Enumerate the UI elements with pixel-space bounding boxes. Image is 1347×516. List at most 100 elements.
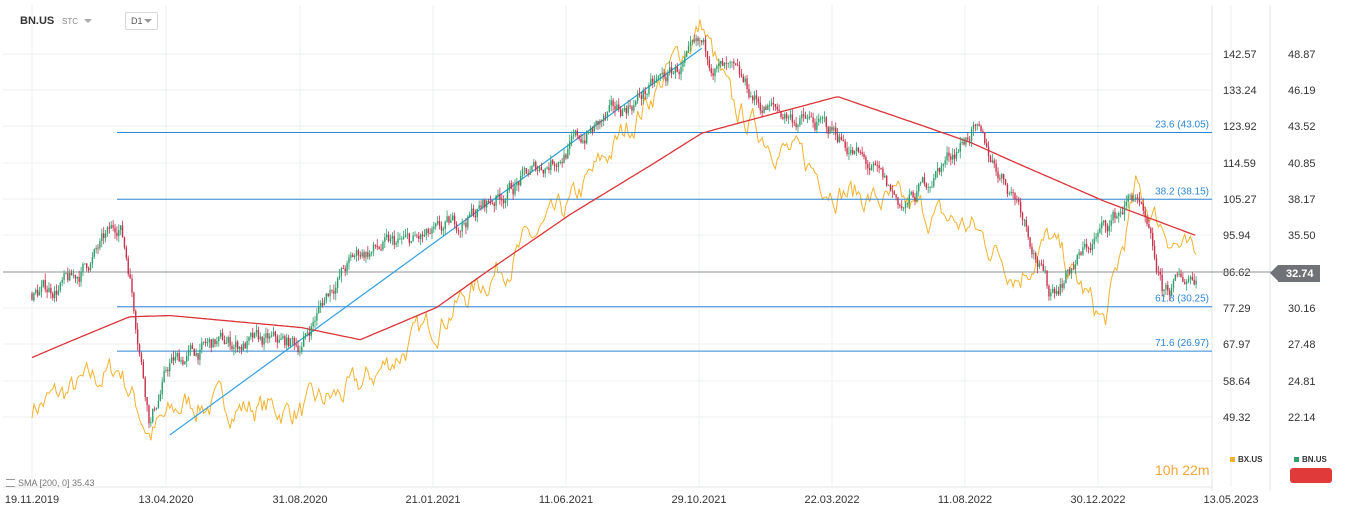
- candle: [50, 283, 52, 299]
- candle: [902, 206, 905, 212]
- candle: [80, 266, 82, 287]
- legend-bn[interactable]: BN.US: [1294, 455, 1327, 464]
- legend-bx[interactable]: BX.US: [1230, 455, 1262, 464]
- candle: [738, 61, 741, 79]
- candle: [787, 115, 790, 124]
- candle: [872, 161, 875, 172]
- candle: [925, 182, 927, 190]
- candle: [478, 200, 480, 209]
- candle: [104, 229, 107, 243]
- candle: [897, 197, 899, 209]
- candle: [831, 120, 833, 133]
- candle: [1144, 206, 1146, 223]
- candle: [335, 281, 337, 301]
- candle: [169, 358, 171, 377]
- candle: [312, 317, 314, 332]
- symbol-title[interactable]: BN.US: [20, 15, 55, 27]
- candle: [712, 68, 714, 81]
- candle: [674, 64, 677, 79]
- candle: [623, 104, 626, 112]
- candle: [212, 337, 214, 348]
- candle: [978, 121, 980, 127]
- candle: [1019, 197, 1022, 218]
- sma-indicator[interactable]: SMA [200, 0] 35.43: [6, 478, 95, 488]
- candle: [485, 200, 488, 214]
- candle: [1108, 220, 1111, 236]
- candle: [101, 228, 103, 248]
- candle: [661, 67, 663, 80]
- candle: [246, 336, 248, 354]
- candle: [327, 293, 329, 298]
- candle: [952, 148, 954, 164]
- candle: [835, 122, 837, 141]
- candle: [1125, 195, 1127, 211]
- candle: [767, 103, 769, 110]
- candle: [1191, 271, 1194, 281]
- candle: [695, 34, 697, 47]
- candle: [667, 69, 669, 86]
- candle: [425, 228, 428, 241]
- candle: [474, 209, 477, 222]
- candle: [133, 291, 135, 314]
- timeframe-dropdown[interactable]: D1: [125, 12, 158, 30]
- candle: [435, 222, 437, 230]
- candle: [497, 189, 499, 200]
- candle: [744, 75, 746, 86]
- candle: [625, 105, 628, 119]
- candle: [885, 174, 888, 187]
- candle: [525, 168, 528, 174]
- candle: [942, 163, 944, 172]
- candle: [272, 326, 275, 337]
- candle: [965, 136, 967, 148]
- candle: [389, 234, 392, 244]
- candle: [193, 348, 195, 356]
- candle: [301, 342, 303, 355]
- candle: [248, 336, 250, 346]
- candle: [693, 34, 695, 44]
- source-label: STC: [62, 16, 78, 26]
- candle: [580, 133, 582, 144]
- candle: [1093, 232, 1095, 249]
- candle: [136, 322, 139, 351]
- candle: [493, 201, 495, 213]
- source-selector[interactable]: STC: [62, 12, 92, 30]
- candle: [663, 68, 665, 80]
- candle: [818, 113, 820, 126]
- candle: [1012, 189, 1014, 200]
- y-right-tick-label: 22.14: [1288, 412, 1316, 424]
- candle: [793, 119, 795, 127]
- candle: [440, 221, 443, 235]
- candle: [1174, 274, 1177, 281]
- menu-icon[interactable]: [6, 479, 15, 487]
- candle: [419, 233, 422, 245]
- candle: [908, 188, 911, 209]
- candle: [482, 199, 484, 210]
- candle: [116, 226, 118, 241]
- candle: [548, 162, 550, 174]
- x-tick-label: 22.03.2022: [804, 494, 859, 506]
- candle: [944, 156, 946, 168]
- candle: [827, 125, 829, 139]
- candle: [680, 63, 682, 81]
- candle: [263, 333, 265, 351]
- candle: [374, 244, 377, 249]
- candle: [719, 60, 722, 68]
- candle: [665, 71, 667, 87]
- candle: [753, 90, 756, 106]
- candle: [399, 233, 401, 240]
- candle: [161, 377, 163, 400]
- bx-series-line: [31, 19, 1197, 441]
- remove-comparison-button[interactable]: [1290, 468, 1332, 483]
- candle: [704, 35, 707, 57]
- candle: [1076, 253, 1078, 266]
- candle: [544, 167, 546, 178]
- y-right-tick-label: 35.50: [1288, 230, 1316, 242]
- candle: [504, 198, 507, 209]
- candle: [802, 107, 805, 122]
- candle: [1059, 278, 1061, 297]
- candle: [859, 149, 861, 156]
- candle: [553, 161, 556, 172]
- candle: [591, 126, 594, 136]
- sma-line: [31, 96, 1196, 359]
